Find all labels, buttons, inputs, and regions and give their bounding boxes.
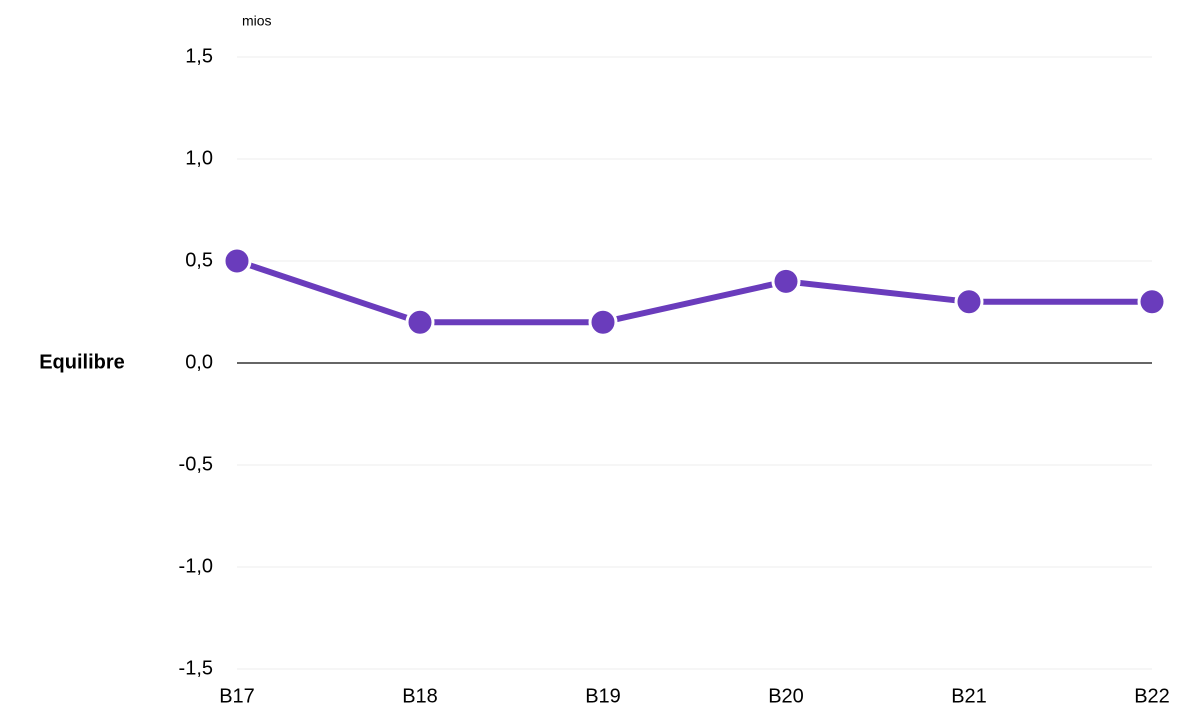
x-tick-label: B17 bbox=[219, 685, 255, 707]
x-tick-label: B20 bbox=[768, 685, 804, 707]
series-line bbox=[236, 258, 1152, 326]
unit-label: mios bbox=[242, 13, 272, 29]
point bbox=[954, 287, 984, 317]
x-tick-label: B19 bbox=[585, 685, 621, 707]
y-tick-label: -0,5 bbox=[179, 453, 213, 475]
y-axis-label: Equilibre bbox=[39, 351, 125, 373]
point bbox=[405, 307, 435, 337]
y-tick-label: -1,5 bbox=[179, 657, 213, 679]
point bbox=[771, 266, 801, 296]
point bbox=[222, 246, 252, 276]
y-tick-label: 1,5 bbox=[185, 45, 213, 67]
x-tick-label: B22 bbox=[1134, 685, 1170, 707]
y-tick-label: 1,0 bbox=[185, 147, 213, 169]
x-tick-label: B21 bbox=[951, 685, 987, 707]
point bbox=[588, 307, 618, 337]
y-tick-label: 0,0 bbox=[185, 351, 213, 373]
point bbox=[1137, 287, 1167, 317]
y-tick-label: -1,0 bbox=[179, 555, 213, 577]
y-tick-label: 0,5 bbox=[185, 249, 213, 271]
x-tick-label: B18 bbox=[402, 685, 438, 707]
